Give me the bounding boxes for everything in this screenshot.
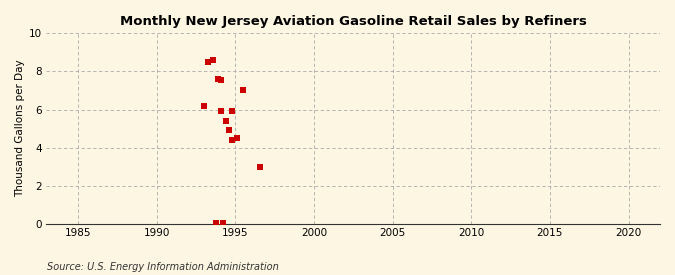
Point [213,77,223,81]
Point [232,136,242,140]
Point [216,78,227,82]
Point [198,103,209,108]
Text: Source: U.S. Energy Information Administration: Source: U.S. Energy Information Administ… [47,262,279,272]
Point [227,138,238,142]
Point [227,109,238,114]
Y-axis label: Thousand Gallons per Day: Thousand Gallons per Day [15,60,25,197]
Point [211,221,222,225]
Point [255,164,266,169]
Point [216,109,227,114]
Point [223,128,234,133]
Point [221,119,232,123]
Title: Monthly New Jersey Aviation Gasoline Retail Sales by Refiners: Monthly New Jersey Aviation Gasoline Ret… [119,15,587,28]
Point [203,60,214,64]
Point [217,221,228,225]
Point [208,58,219,62]
Point [238,88,248,93]
